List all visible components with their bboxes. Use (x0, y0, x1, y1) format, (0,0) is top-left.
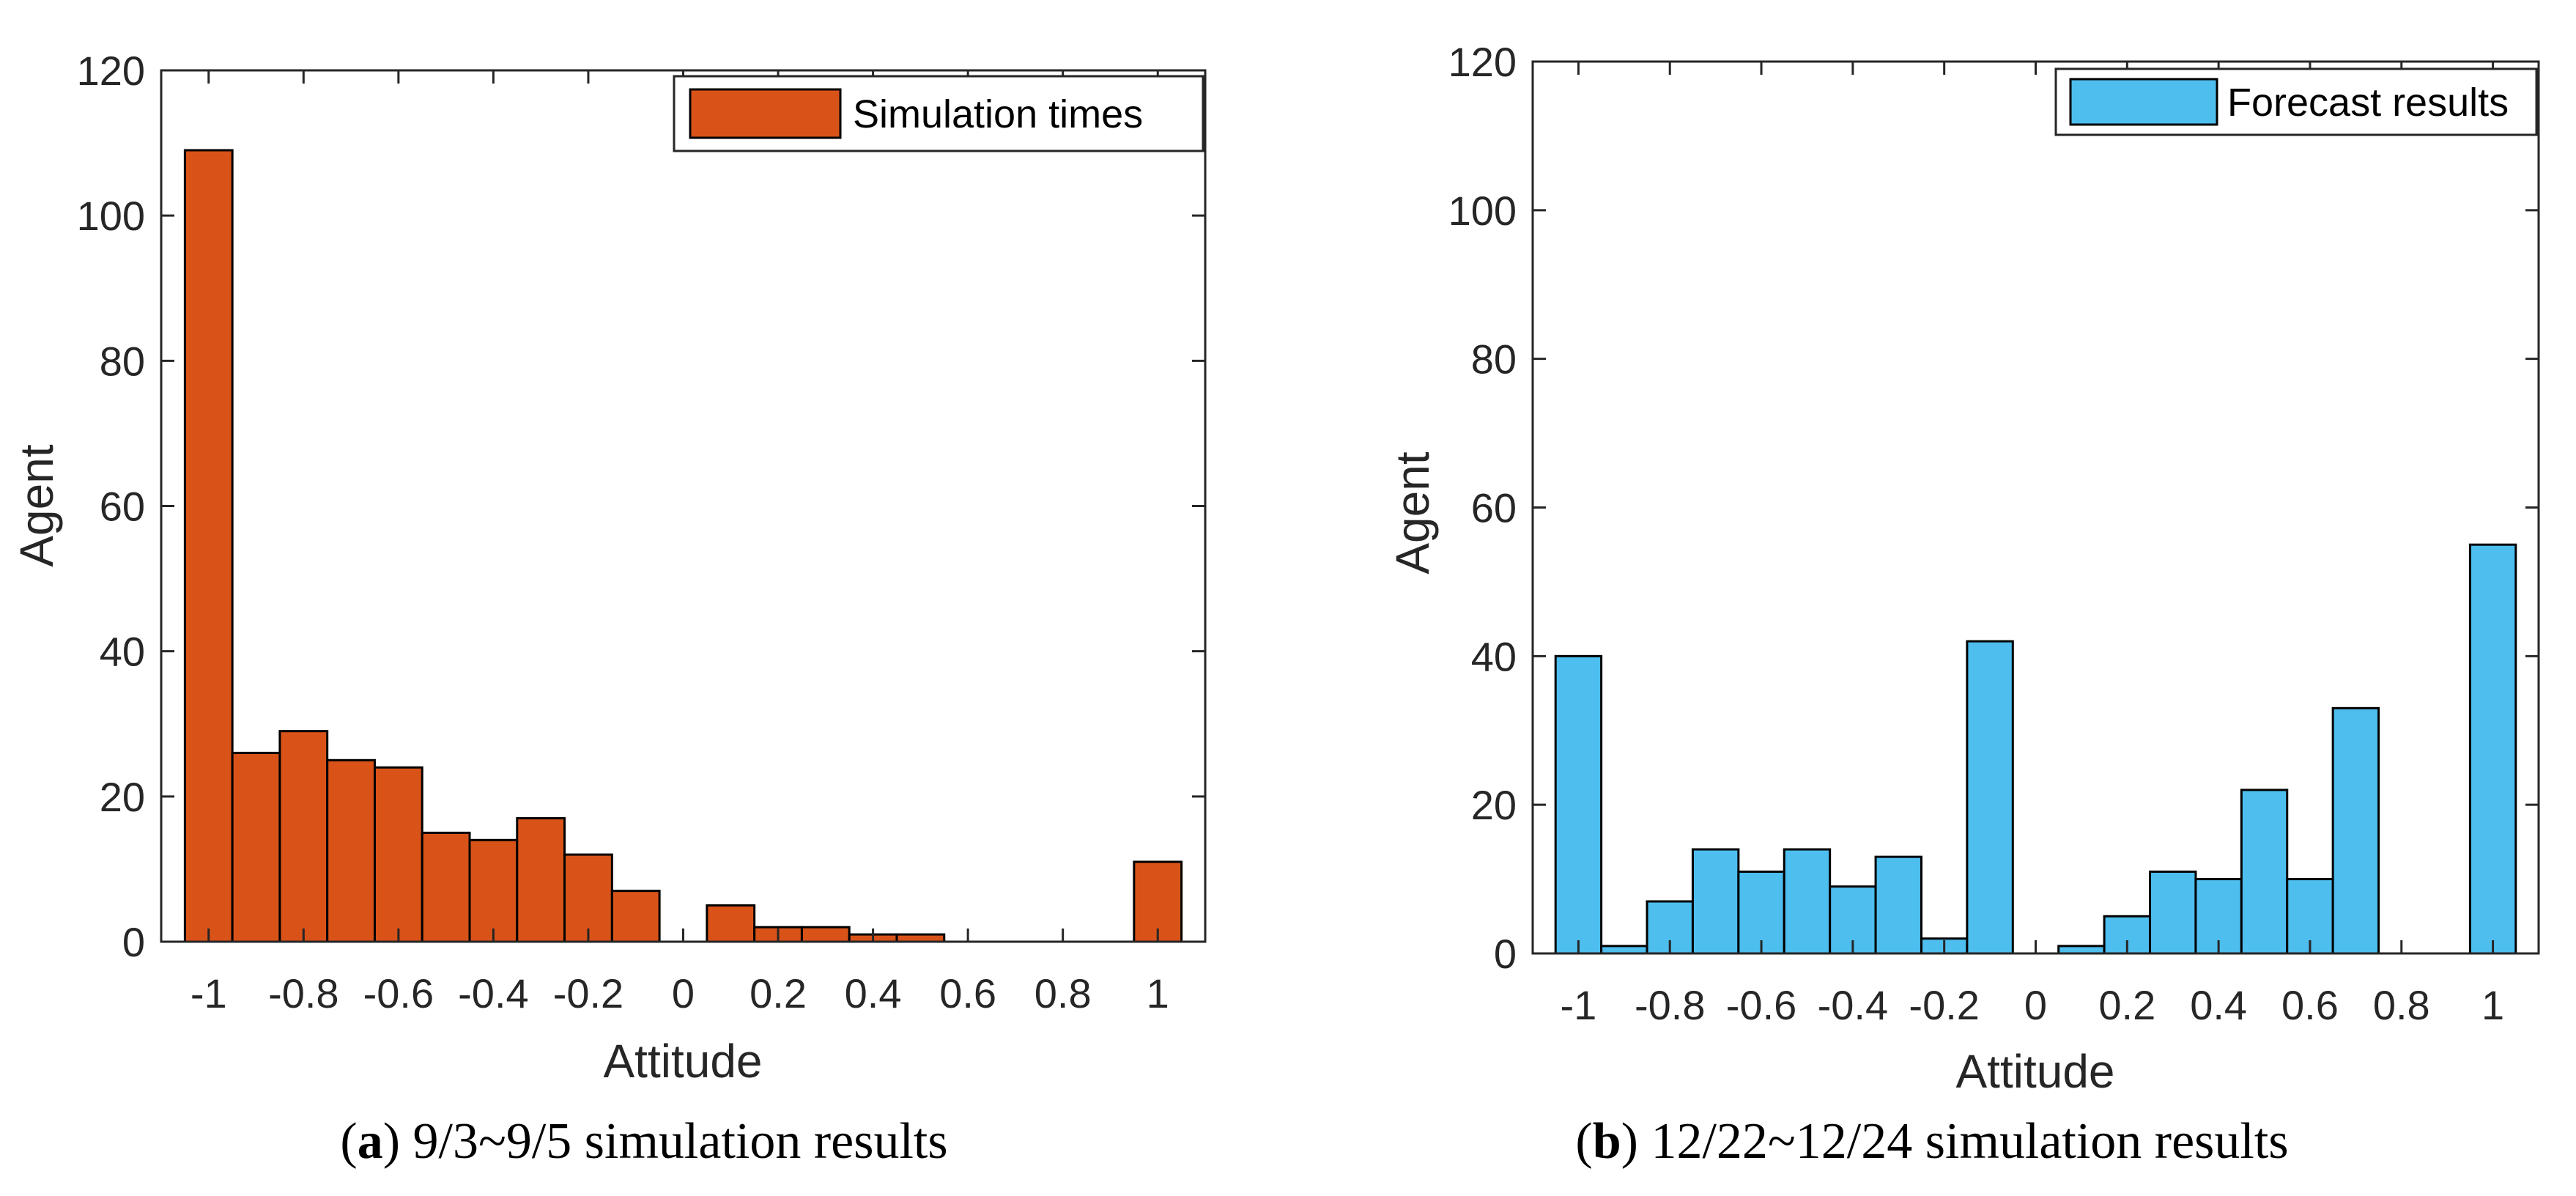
x-tick-label: -0.2 (1909, 982, 1980, 1028)
bar (2057, 945, 2106, 955)
bar (326, 758, 376, 943)
bar (2468, 543, 2517, 955)
bar (1133, 860, 1183, 943)
bar (516, 817, 566, 943)
x-axis-title: Attitude (1955, 1045, 2114, 1098)
x-tick-labels: -1 -0.8 -0.6 -0.4 -0.2 0 0.2 0.4 0.6 0.8 1 (1561, 982, 2505, 1028)
x-tick-label: -0.8 (1635, 982, 1706, 1028)
y-tick-labels: 0 20 40 60 80 100 120 (1448, 39, 1517, 977)
bar (1783, 848, 1832, 955)
y-tick-label: 40 (1471, 633, 1517, 679)
y-axis-title: Agent (1386, 451, 1439, 574)
bar (1691, 848, 1740, 955)
bar (2240, 789, 2289, 955)
y-tick-label: 20 (100, 774, 145, 820)
x-tick-label: -0.8 (268, 970, 339, 1016)
x-tick-label: 0.2 (750, 970, 807, 1016)
bar (610, 890, 661, 943)
x-tick-label: 1 (2481, 982, 2504, 1028)
x-tick-label: -0.4 (1818, 982, 1889, 1028)
y-tick-label: 80 (100, 338, 145, 384)
bar (183, 149, 234, 943)
legend-swatch (689, 88, 842, 139)
x-tick-labels: -1 -0.8 -0.6 -0.4 -0.2 0 0.2 0.4 0.6 0.8 1 (190, 970, 1169, 1016)
bar (563, 853, 613, 943)
x-axis-title: Attitude (603, 1035, 762, 1088)
y-tick-label: 60 (1471, 485, 1517, 531)
bars (1554, 543, 2517, 955)
chart-panel-b: 0 20 40 60 80 100 120 -1 -0.8 -0.6 -0.4 -0.2 0 0.2 0.… (1386, 39, 2540, 1098)
x-tick-label: 1 (1147, 970, 1169, 1016)
bar (278, 730, 329, 943)
y-tick-labels: 0 20 40 60 80 100 120 (77, 48, 145, 965)
legend-swatch (2069, 78, 2218, 126)
caption-a-letter: a (357, 1113, 383, 1170)
y-tick-label: 120 (1448, 39, 1517, 85)
caption-b: (b) 12/22~12/24 simulation results (1575, 1113, 2289, 1170)
x-tick-label: 0.4 (845, 970, 902, 1016)
bar (706, 904, 756, 943)
y-tick-label: 20 (1471, 782, 1517, 828)
x-tick-label: 0.4 (2190, 982, 2247, 1028)
x-tick-label: 0.6 (2281, 982, 2339, 1028)
legend: Forecast results (2054, 67, 2538, 136)
x-tick-label: 0.8 (2373, 982, 2430, 1028)
bar (2149, 870, 2197, 955)
bars (183, 149, 1183, 943)
bar (1737, 870, 1785, 955)
axis-ticks (1533, 60, 2539, 955)
x-tick-label: -0.6 (363, 970, 434, 1016)
bar (2331, 706, 2380, 955)
x-tick-label: -1 (1561, 982, 1597, 1028)
bar (1874, 855, 1922, 955)
x-tick-label: -0.4 (458, 970, 529, 1016)
x-tick-label: -0.2 (553, 970, 624, 1016)
x-tick-label: -0.6 (1726, 982, 1797, 1028)
bar (231, 751, 281, 943)
bar (800, 926, 851, 943)
legend: Simulation times (673, 75, 1204, 152)
legend-label: Simulation times (853, 92, 1143, 136)
y-tick-label: 80 (1471, 336, 1517, 383)
caption-a-text: 9/3~9/5 simulation results (412, 1113, 948, 1170)
axis-ticks (161, 69, 1205, 943)
y-tick-label: 120 (77, 48, 145, 94)
chart-panel-a: 0 20 40 60 80 100 120 -1 -0.8 -0.6 -0.4 -0.2 0 0.2 0.… (10, 48, 1207, 1088)
y-axis-title: Agent (10, 444, 63, 566)
bar (1600, 945, 1648, 955)
x-tick-label: -1 (190, 970, 227, 1016)
y-tick-label: 100 (1448, 188, 1517, 234)
x-tick-label: 0 (672, 970, 695, 1016)
bar (1554, 654, 1603, 955)
bar (468, 838, 519, 943)
plot-area-frame (1531, 60, 2540, 955)
y-tick-label: 0 (1494, 931, 1517, 977)
x-tick-label: 0.6 (939, 970, 996, 1016)
legend-label: Forecast results (2227, 81, 2509, 125)
y-tick-label: 0 (122, 919, 145, 965)
x-tick-label: 0 (2024, 982, 2047, 1028)
y-tick-label: 60 (100, 484, 145, 530)
caption-b-letter: b (1592, 1113, 1621, 1170)
caption-b-text: 12/22~12/24 simulation results (1651, 1113, 2289, 1170)
caption-a: (a) 9/3~9/5 simulation results (340, 1113, 948, 1170)
x-tick-label: 0.8 (1035, 970, 1092, 1016)
x-tick-label: 0.2 (2098, 982, 2155, 1028)
y-tick-label: 40 (100, 629, 145, 675)
y-tick-label: 100 (77, 193, 145, 239)
bar (373, 766, 423, 943)
bar (1966, 640, 2014, 955)
bar (421, 831, 471, 943)
